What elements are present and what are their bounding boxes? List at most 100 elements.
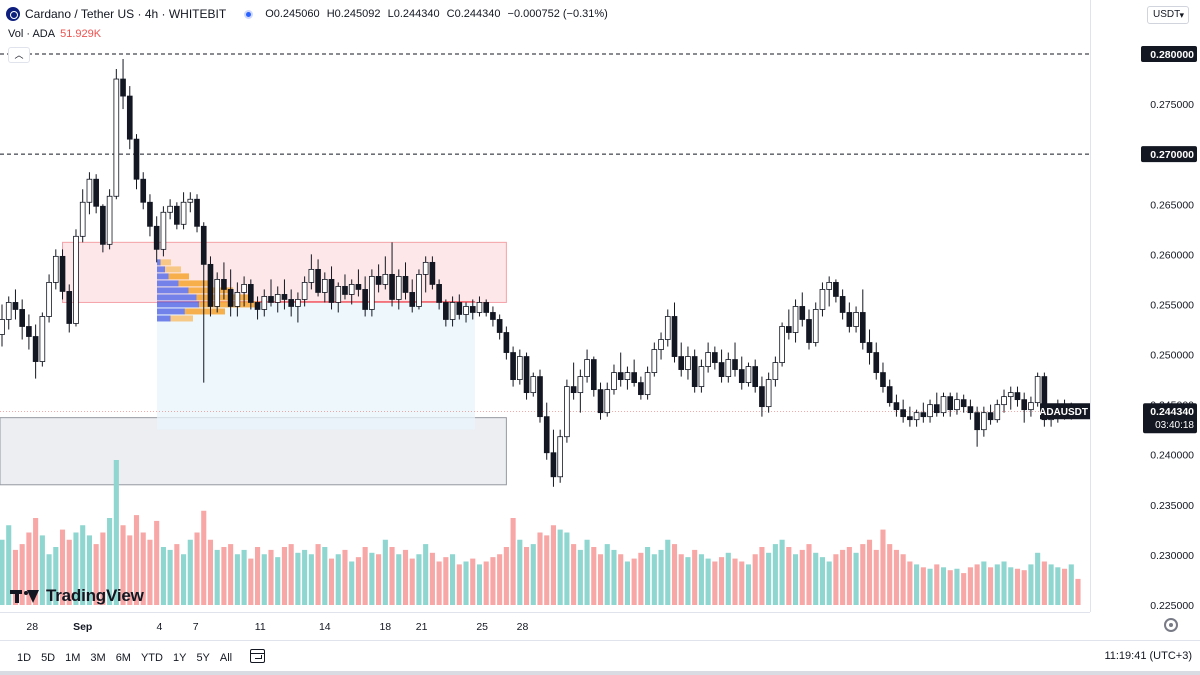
candle	[355, 269, 362, 297]
candle-body	[362, 289, 368, 310]
volume-bar	[436, 561, 442, 605]
candle	[745, 362, 752, 387]
volume-bar	[228, 544, 234, 605]
volume-bar	[819, 557, 826, 605]
candle	[160, 206, 167, 257]
price-axis[interactable]: 0.280000 0.275000 0.270000 0.265000 0.260000…	[1090, 0, 1200, 612]
range-button-all[interactable]: All	[219, 652, 233, 664]
candle-body	[833, 282, 839, 297]
volume-bar	[571, 544, 577, 605]
price-axis-labels: 0.280000 0.275000 0.270000 0.265000 0.260000…	[1141, 46, 1197, 612]
time-axis[interactable]: 28 Sep 4 7 11 14 18 21 25 28	[0, 612, 1090, 640]
candle	[786, 309, 792, 340]
volume-bar	[988, 567, 994, 605]
candle	[893, 394, 900, 417]
volume-bar	[194, 532, 200, 605]
price-tick-label: 0.225000	[1150, 600, 1194, 612]
range-button-1m[interactable]: 1M	[65, 652, 81, 664]
candle-body	[839, 296, 846, 313]
time-tick-label: 11	[255, 621, 266, 633]
candle-body	[59, 255, 66, 292]
candle-body	[402, 276, 409, 293]
clock-timezone[interactable]: 11:19:41 (UTC+3)	[1104, 650, 1192, 662]
candle	[617, 352, 624, 387]
candle-body	[66, 291, 73, 324]
candle-body	[443, 302, 449, 320]
last-price-bg	[1143, 403, 1197, 434]
time-axis-labels: 28 Sep 4 7 11 14 18 21 25 28	[26, 621, 528, 633]
price-chart[interactable]: ADAUSDT	[0, 0, 1090, 612]
volume-bar	[1048, 564, 1054, 605]
candle	[443, 299, 449, 327]
volume-bar	[866, 539, 873, 605]
candle	[543, 402, 550, 460]
candle	[705, 342, 711, 373]
calendar-icon[interactable]	[250, 649, 265, 663]
candle	[920, 402, 927, 423]
candle-body	[725, 359, 732, 377]
range-button-3m[interactable]: 3M	[90, 652, 106, 664]
last-price-label: 0.244340	[1150, 406, 1194, 418]
range-button-5d[interactable]: 5D	[41, 652, 56, 664]
volume-bar	[26, 532, 32, 605]
volume-bar	[328, 558, 335, 605]
candle-body	[32, 336, 39, 362]
volume-bar	[409, 558, 415, 605]
volume-bar	[914, 564, 920, 605]
candle-body	[1028, 402, 1034, 411]
volume-bar	[853, 552, 859, 605]
candle-body	[449, 302, 456, 320]
candle	[153, 216, 160, 263]
gear-icon[interactable]	[1164, 618, 1178, 632]
volume-bar	[974, 564, 980, 605]
currency-selector[interactable]: USDT	[1147, 6, 1189, 24]
candle-body	[933, 404, 940, 414]
candle-body	[678, 356, 685, 370]
candle	[254, 296, 261, 320]
candle-body	[73, 235, 79, 324]
candle-body	[133, 138, 140, 180]
range-button-5y[interactable]: 5Y	[196, 652, 210, 664]
candle	[389, 242, 395, 307]
collapse-legend-button[interactable]: ︿	[8, 47, 30, 63]
candle	[456, 294, 463, 320]
candle	[194, 194, 200, 233]
volume-bar	[181, 554, 187, 605]
volume-bar	[503, 547, 509, 605]
profile-row-sell	[170, 315, 193, 322]
candle	[234, 282, 241, 317]
volume-bar	[402, 549, 409, 605]
candle-body	[718, 362, 725, 377]
volume-bar	[537, 532, 543, 605]
candle-body	[698, 366, 705, 388]
volume-bar	[752, 554, 758, 605]
chart-pane[interactable]: ADAUSDT	[0, 0, 1090, 612]
volume-bar	[302, 549, 308, 605]
candle	[947, 392, 954, 417]
candle-body	[779, 326, 785, 363]
candle-body	[315, 268, 321, 293]
candle-body	[281, 294, 288, 300]
volume-bar	[39, 535, 45, 605]
range-button-ytd[interactable]: YTD	[140, 652, 163, 664]
volume-bar	[33, 518, 39, 605]
range-button-1d[interactable]: 1D	[17, 652, 32, 664]
candle-body	[295, 299, 301, 307]
candle	[79, 189, 86, 243]
candle-body	[537, 376, 543, 418]
candle-body	[624, 372, 631, 380]
candle	[833, 279, 839, 303]
candle	[12, 289, 19, 320]
volume-bar	[759, 547, 765, 605]
volume-bar	[745, 564, 752, 605]
candle	[221, 262, 227, 300]
range-button-6m[interactable]: 6M	[115, 652, 131, 664]
price-tick-label: 0.275000	[1150, 99, 1194, 111]
candle-body	[947, 396, 954, 411]
volume-bar	[786, 547, 792, 605]
candle	[1028, 396, 1034, 417]
candle	[725, 352, 732, 383]
candle	[738, 356, 745, 390]
candle-body	[503, 332, 510, 353]
range-button-1y[interactable]: 1Y	[172, 652, 187, 664]
